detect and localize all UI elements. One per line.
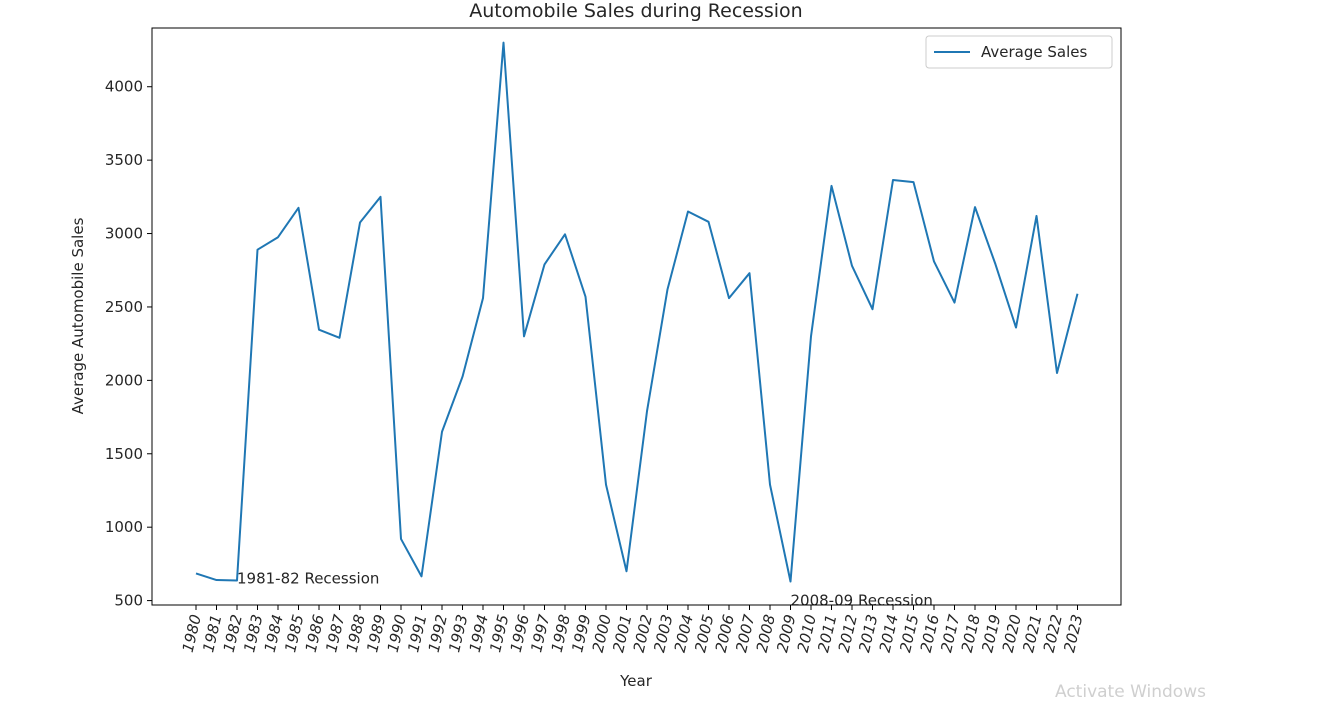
y-tick-label: 4000: [105, 78, 143, 96]
x-axis-label: Year: [619, 672, 653, 690]
series-line: [195, 41, 1079, 583]
y-axis-label: Average Automobile Sales: [69, 217, 87, 414]
y-tick-label: 1000: [105, 518, 143, 536]
y-tick-label: 2500: [105, 298, 143, 316]
chart-title: Automobile Sales during Recession: [469, 0, 802, 22]
y-tick-label: 3500: [105, 151, 143, 169]
watermark-text: Activate Windows: [1055, 682, 1206, 702]
annotation-label: 1981-82 Recession: [237, 570, 379, 588]
y-tick-label: 500: [114, 592, 143, 610]
y-tick-label: 1500: [105, 445, 143, 463]
legend: Average Sales: [925, 35, 1113, 69]
annotation-label: 2008-09 Recession: [791, 592, 933, 610]
y-tick-label: 3000: [105, 225, 143, 243]
legend-box: [925, 35, 1113, 69]
y-tick-label: 2000: [105, 371, 143, 389]
legend-entry-label: Average Sales: [981, 43, 1087, 61]
plot-area-frame: [151, 27, 1122, 606]
